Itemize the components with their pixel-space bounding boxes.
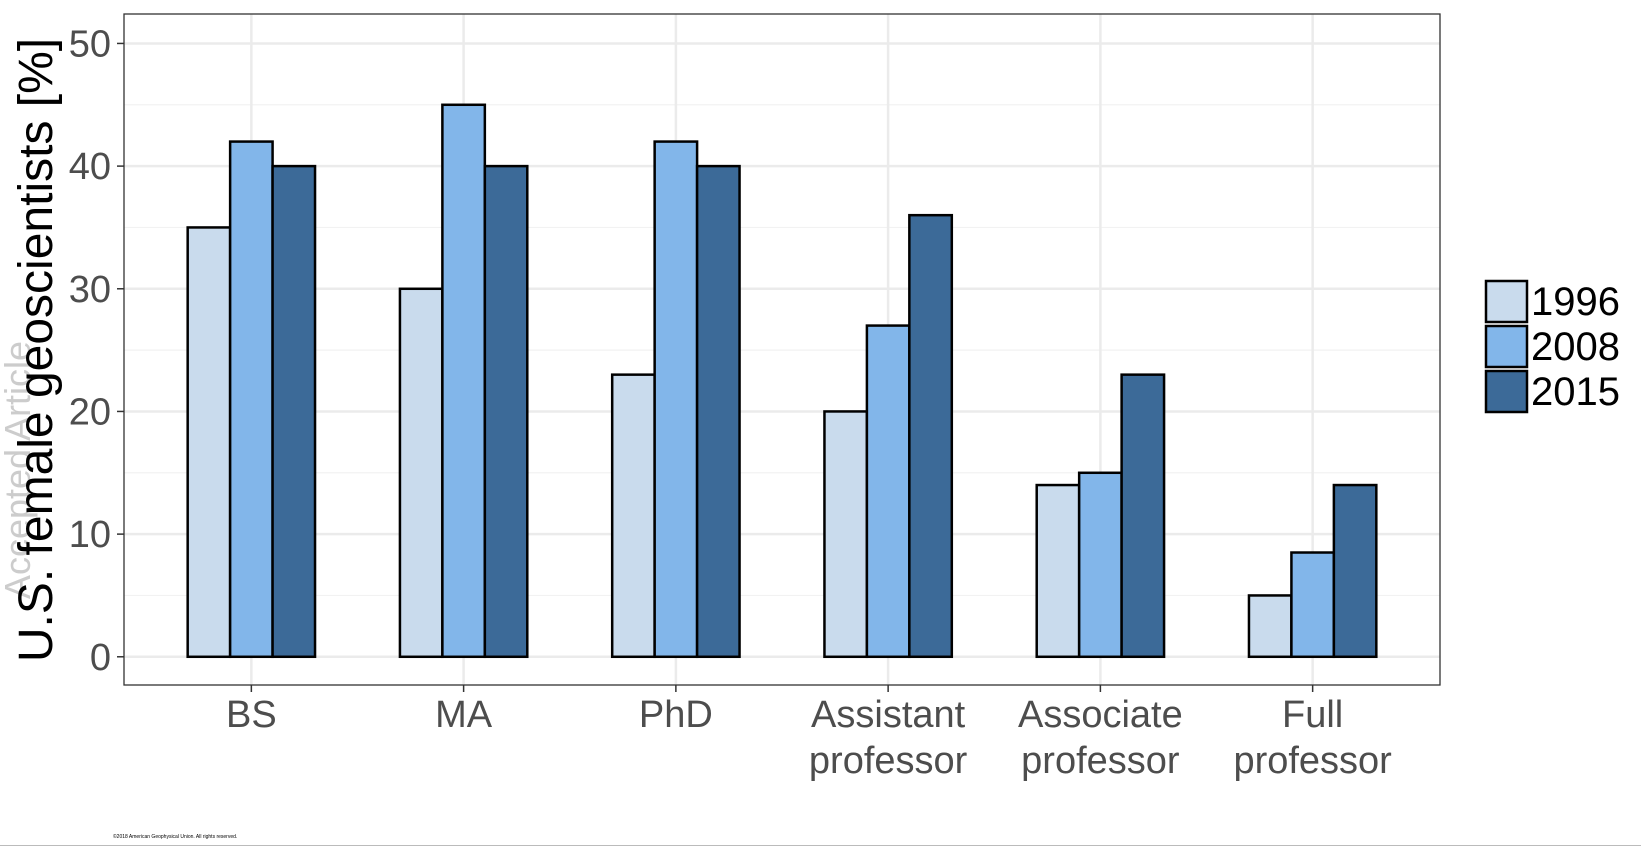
- x-tick-label: Associate professor: [1018, 694, 1183, 782]
- legend-key-2015: [1484, 369, 1529, 414]
- y-tick-label: 20: [69, 391, 111, 433]
- bar-1996-phd: [610, 373, 656, 659]
- bar-1996-assistant-professor: [823, 410, 869, 659]
- y-tick-label: 10: [69, 514, 111, 556]
- bar-2008-associate-professor: [1077, 471, 1123, 659]
- watermark: Accepted Article: [0, 341, 38, 599]
- bar-2015-full-professor: [1332, 483, 1378, 659]
- legend-key-1996: [1484, 279, 1529, 324]
- legend-label-2008: 2008: [1531, 325, 1620, 369]
- bars: [186, 103, 1378, 659]
- bar-2008-phd: [653, 140, 699, 659]
- bar-2015-bs: [271, 164, 317, 659]
- x-tick-label: MA: [435, 694, 493, 736]
- bar-2008-full-professor: [1290, 551, 1336, 659]
- legend-key-2008: [1484, 324, 1529, 369]
- y-axis-label: U.S. female geoscientists [%]: [10, 38, 63, 662]
- bar-2008-assistant-professor: [865, 324, 911, 659]
- bar-1996-bs: [186, 226, 232, 659]
- bar-2015-associate-professor: [1120, 373, 1166, 659]
- bar-1996-associate-professor: [1035, 483, 1081, 659]
- y-tick-label: 50: [69, 23, 111, 65]
- bar-1996-ma: [398, 287, 444, 659]
- bar-2015-assistant-professor: [908, 213, 954, 659]
- bar-2015-phd: [695, 164, 741, 659]
- bar-2008-bs: [228, 140, 274, 659]
- bar-2015-ma: [483, 164, 529, 659]
- plot-panel: [124, 14, 1440, 685]
- bar-1996-full-professor: [1247, 594, 1293, 659]
- y-tick-label: 30: [69, 269, 111, 311]
- plot-border: [123, 13, 1441, 686]
- y-tick-label: 40: [69, 146, 111, 188]
- x-tick-label: Full professor: [1233, 694, 1392, 782]
- x-tick-label: Assistant professor: [809, 694, 968, 782]
- y-axis-ticks: 0 10 20 30 40 50: [69, 23, 124, 679]
- legend-label-2015: 2015: [1531, 370, 1620, 414]
- bar-2008-ma: [441, 103, 487, 659]
- x-tick-label: BS: [226, 694, 277, 736]
- y-tick-label: 0: [90, 637, 111, 679]
- x-axis-ticks: BS MA PhD Assistant professor Associate profes…: [226, 685, 1392, 782]
- page-bottom-border: [0, 845, 1641, 846]
- x-tick-label: PhD: [639, 694, 713, 736]
- copyright-notice: ©2018 American Geophysical Union. All ri…: [113, 833, 237, 840]
- legend-label-1996: 1996: [1531, 280, 1620, 324]
